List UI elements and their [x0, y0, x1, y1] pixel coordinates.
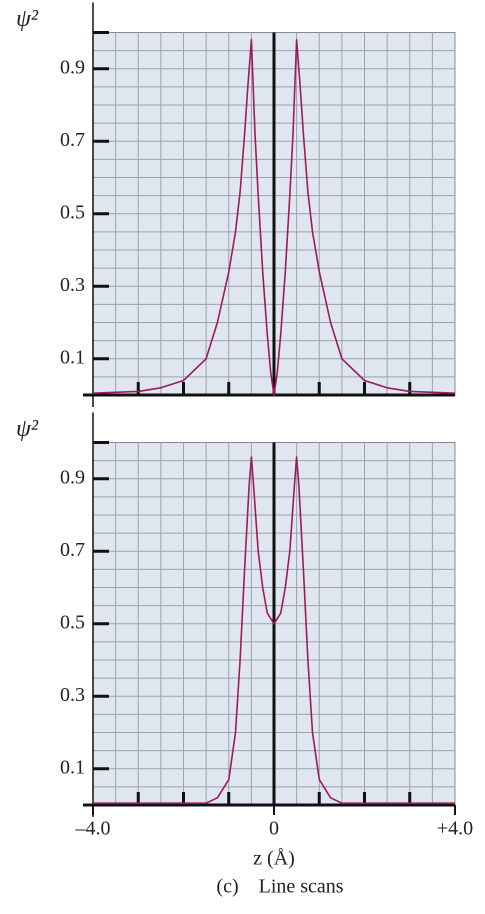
caption: (c) Line scans — [216, 876, 343, 898]
y-tick-label: 0.7 — [60, 539, 85, 561]
x-tick-label: –4.0 — [75, 818, 111, 840]
y-tick-label: 0.1 — [60, 346, 85, 368]
y-tick-label: 0.3 — [60, 274, 85, 296]
y-tick-label: 0.1 — [60, 756, 85, 778]
line-series — [93, 456, 455, 804]
x-tick-label: +4.0 — [437, 818, 473, 840]
y-tick-label: 0.5 — [60, 611, 85, 633]
x-axis-label: z (Å) — [253, 848, 295, 870]
y-tick-label: 0.9 — [60, 466, 85, 488]
y-axis-label: ψ² — [16, 416, 39, 442]
y-tick-label: 0.7 — [60, 129, 85, 151]
y-tick-label: 0.5 — [60, 201, 85, 223]
y-axis-label: ψ² — [16, 6, 39, 32]
y-tick-label: 0.3 — [60, 684, 85, 706]
y-tick-label: 0.9 — [60, 56, 85, 78]
x-tick-label: 0 — [269, 818, 279, 840]
line-series — [92, 39, 456, 396]
